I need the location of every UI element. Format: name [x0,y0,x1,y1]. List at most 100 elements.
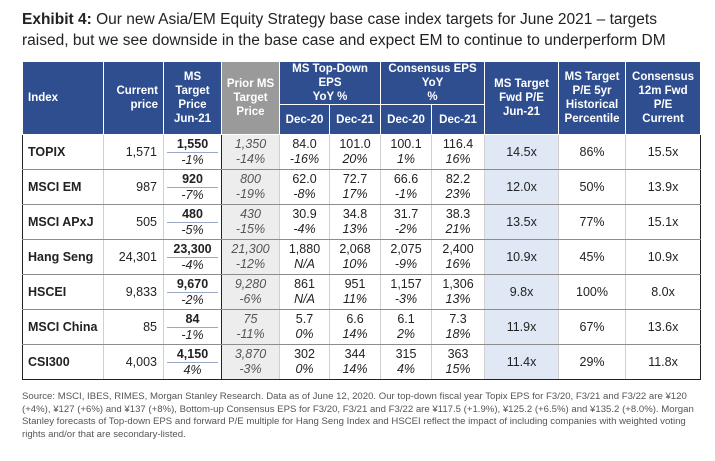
row-current-price: 987 [103,169,164,205]
table-row: TOPIX 1,571 1,550 -1% 1,350 -14% 84.0 -16% 101.0… [22,134,702,170]
row-percentile: 50% [558,169,627,205]
row-consensus-pe: 8.0x [625,274,702,310]
row-percentile: 67% [558,309,627,345]
row-cons-eps-dec20: 100.1 1% [380,134,433,170]
row-current-price: 85 [103,309,164,345]
row-current-price: 505 [103,204,164,240]
row-ms-eps-dec20: 84.0 -16% [279,134,330,170]
col-header-percentile: MS Target P/E 5yr Historical Percentile [558,61,627,135]
row-target-pe: 9.8x [484,274,560,310]
row-ms-target: 23,300 -4% [163,239,222,275]
row-consensus-pe: 13.6x [625,309,702,345]
row-index-name: MSCI China [22,309,104,345]
row-ms-target: 4,150 4% [163,344,222,380]
table-row: CSI300 4,003 4,150 4% 3,870 -3% 302 0% 344 14% 315… [22,344,702,380]
row-ms-target: 84 -1% [163,309,222,345]
row-index-name: CSI300 [22,344,104,380]
row-prior-target: 9,280 -6% [221,274,280,310]
index-targets-table: Index Current price MS Target Price Jun-21 P… [22,61,702,380]
row-ms-target: 480 -5% [163,204,222,240]
row-cons-eps-dec20: 6.1 2% [380,309,433,345]
row-ms-eps-dec20: 62.0 -8% [279,169,330,205]
table-body: TOPIX 1,571 1,550 -1% 1,350 -14% 84.0 -16% 101.0… [22,134,702,380]
row-cons-eps-dec20: 1,157 -3% [380,274,433,310]
row-cons-eps-dec21: 116.4 16% [431,134,486,170]
row-cons-eps-dec21: 1,306 13% [431,274,486,310]
col-header-cons-dec21: Dec-21 [431,104,486,135]
row-consensus-pe: 10.9x [625,239,702,275]
row-cons-eps-dec21: 7.3 18% [431,309,486,345]
row-ms-eps-dec21: 34.8 13% [328,204,382,240]
row-current-price: 4,003 [103,344,164,380]
exhibit-label: Exhibit 4: [22,11,92,28]
row-current-price: 1,571 [103,134,164,170]
row-ms-eps-dec21: 951 11% [328,274,382,310]
row-percentile: 45% [558,239,627,275]
row-index-name: HSCEI [22,274,104,310]
col-header-cons-dec20: Dec-20 [380,104,433,135]
row-target-pe: 10.9x [484,239,560,275]
row-cons-eps-dec20: 315 4% [380,344,433,380]
row-index-name: MSCI APxJ [22,204,104,240]
row-cons-eps-dec21: 363 15% [431,344,486,380]
header-row-sub: Dec-20 Dec-21 Dec-20 Dec-21 [23,104,701,135]
row-ms-target: 1,550 -1% [163,134,222,170]
row-prior-target: 430 -15% [221,204,280,240]
row-prior-target: 21,300 -12% [221,239,280,275]
row-cons-eps-dec21: 38.3 21% [431,204,486,240]
source-note: Source: MSCI, IBES, RIMES, Morgan Stanle… [22,391,694,440]
row-cons-eps-dec20: 66.6 -1% [380,169,433,205]
row-ms-eps-dec21: 2,068 10% [328,239,382,275]
row-consensus-pe: 11.8x [625,344,702,380]
row-cons-eps-dec21: 82.2 23% [431,169,486,205]
row-percentile: 77% [558,204,627,240]
row-ms-eps-dec21: 6.6 14% [328,309,382,345]
row-cons-eps-dec20: 2,075 -9% [380,239,433,275]
row-prior-target: 75 -11% [221,309,280,345]
col-header-cons-eps: Consensus EPS YoY% [380,61,486,105]
exhibit-title: Exhibit 4: Our new Asia/EM Equity Strate… [22,9,702,51]
row-ms-target: 9,670 -2% [163,274,222,310]
row-ms-eps-dec20: 1,880 N/A [279,239,330,275]
row-prior-target: 3,870 -3% [221,344,280,380]
col-header-ms-dec21: Dec-21 [328,104,382,135]
table-row: MSCI EM 987 920 -7% 800 -19% 62.0 -8% 72.7 17% 66.… [22,169,702,205]
exhibit-caption: Our new Asia/EM Equity Strategy base cas… [22,11,666,49]
row-ms-eps-dec20: 302 0% [279,344,330,380]
row-percentile: 29% [558,344,627,380]
col-header-current-price: Current price [103,61,164,135]
table-row: Hang Seng 24,301 23,300 -4% 21,300 -12% 1,880 N… [22,239,702,275]
row-ms-eps-dec20: 30.9 -4% [279,204,330,240]
row-index-name: MSCI EM [22,169,104,205]
row-percentile: 86% [558,134,627,170]
row-target-pe: 11.4x [484,344,560,380]
row-index-name: Hang Seng [22,239,104,275]
col-header-index: Index [22,61,104,135]
row-ms-eps-dec20: 861 N/A [279,274,330,310]
row-ms-eps-dec21: 344 14% [328,344,382,380]
row-prior-target: 1,350 -14% [221,134,280,170]
row-cons-eps-dec21: 2,400 16% [431,239,486,275]
row-consensus-pe: 13.9x [625,169,702,205]
col-header-prior-target: Prior MS Target Price [221,61,280,135]
row-cons-eps-dec20: 31.7 -2% [380,204,433,240]
table-row: MSCI China 85 84 -1% 75 -11% 5.7 0% 6.6 14% 6.1 2% 7… [22,309,702,345]
row-index-name: TOPIX [22,134,104,170]
row-ms-eps-dec21: 101.0 20% [328,134,382,170]
row-percentile: 100% [558,274,627,310]
row-target-pe: 13.5x [484,204,560,240]
col-header-consensus-pe: Consensus 12m Fwd P/E Current [625,61,702,135]
table-row: MSCI APxJ 505 480 -5% 430 -15% 30.9 -4% 34.8 13% 3… [22,204,702,240]
col-header-ms-eps: MS Top-Down EPS YoY % [278,61,382,105]
col-header-ms-target: MS Target Price Jun-21 [163,61,222,135]
header-row-top: Index Current price MS Target Price Jun-21 P… [22,61,702,135]
row-prior-target: 800 -19% [221,169,280,205]
col-header-target-pe: MS Target Fwd P/E Jun-21 [484,61,560,135]
row-consensus-pe: 15.1x [625,204,702,240]
row-current-price: 9,833 [103,274,164,310]
col-header-ms-dec20: Dec-20 [279,104,330,135]
row-current-price: 24,301 [103,239,164,275]
row-ms-eps-dec20: 5.7 0% [279,309,330,345]
row-ms-target: 920 -7% [163,169,222,205]
row-consensus-pe: 15.5x [625,134,702,170]
